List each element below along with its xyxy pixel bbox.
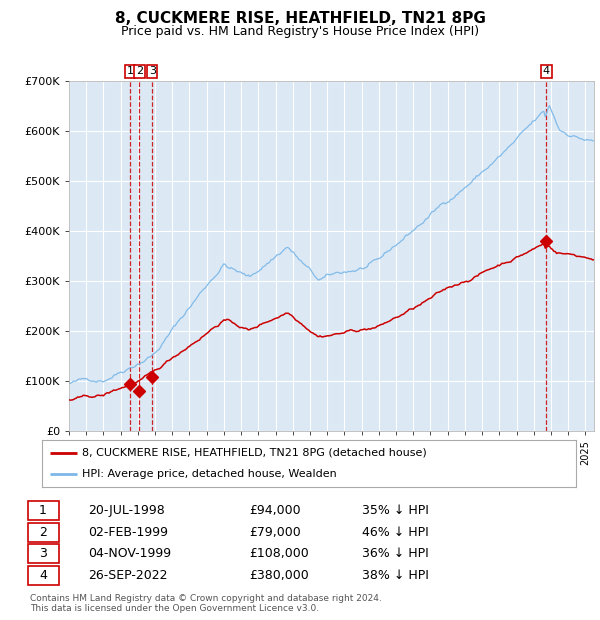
- Text: Contains HM Land Registry data © Crown copyright and database right 2024.
This d: Contains HM Land Registry data © Crown c…: [30, 594, 382, 613]
- Text: 04-NOV-1999: 04-NOV-1999: [89, 547, 172, 560]
- Text: 02-FEB-1999: 02-FEB-1999: [89, 526, 169, 539]
- Text: £108,000: £108,000: [249, 547, 309, 560]
- Text: £79,000: £79,000: [249, 526, 301, 539]
- FancyBboxPatch shape: [28, 523, 59, 542]
- Text: 2: 2: [136, 66, 143, 76]
- Text: 36% ↓ HPI: 36% ↓ HPI: [362, 547, 429, 560]
- Text: £94,000: £94,000: [249, 503, 301, 516]
- Text: £380,000: £380,000: [249, 569, 309, 582]
- Text: 46% ↓ HPI: 46% ↓ HPI: [362, 526, 429, 539]
- FancyBboxPatch shape: [28, 566, 59, 585]
- Text: 1: 1: [39, 503, 47, 516]
- Text: 26-SEP-2022: 26-SEP-2022: [89, 569, 168, 582]
- Text: Price paid vs. HM Land Registry's House Price Index (HPI): Price paid vs. HM Land Registry's House …: [121, 25, 479, 38]
- FancyBboxPatch shape: [28, 500, 59, 520]
- Text: 8, CUCKMERE RISE, HEATHFIELD, TN21 8PG (detached house): 8, CUCKMERE RISE, HEATHFIELD, TN21 8PG (…: [82, 448, 427, 458]
- Text: 2: 2: [39, 526, 47, 539]
- Text: 3: 3: [39, 547, 47, 560]
- Text: 3: 3: [149, 66, 156, 76]
- Text: 8, CUCKMERE RISE, HEATHFIELD, TN21 8PG: 8, CUCKMERE RISE, HEATHFIELD, TN21 8PG: [115, 11, 485, 26]
- Text: 4: 4: [39, 569, 47, 582]
- Text: 1: 1: [127, 66, 134, 76]
- FancyBboxPatch shape: [28, 544, 59, 563]
- Text: 20-JUL-1998: 20-JUL-1998: [89, 503, 165, 516]
- Text: 4: 4: [543, 66, 550, 76]
- Text: HPI: Average price, detached house, Wealden: HPI: Average price, detached house, Weal…: [82, 469, 337, 479]
- Text: 35% ↓ HPI: 35% ↓ HPI: [362, 503, 429, 516]
- Text: 38% ↓ HPI: 38% ↓ HPI: [362, 569, 429, 582]
